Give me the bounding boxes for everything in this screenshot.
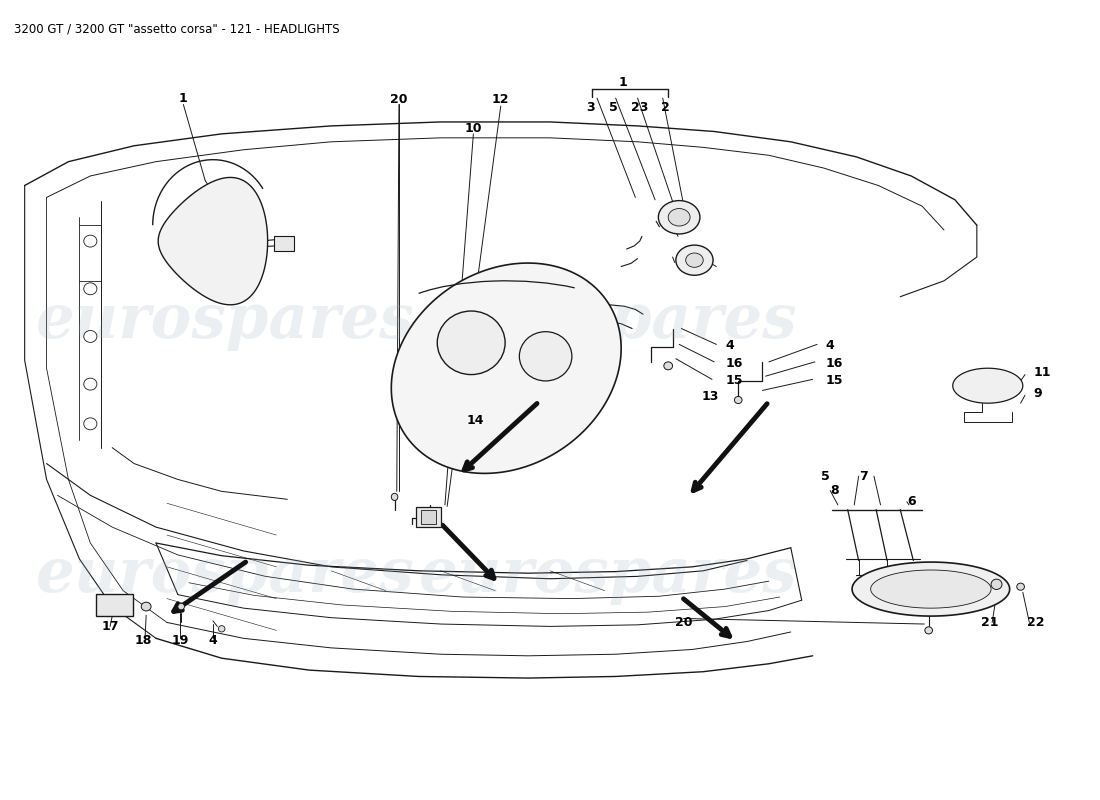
Bar <box>421 510 437 524</box>
Text: 3: 3 <box>586 101 595 114</box>
Text: 20: 20 <box>390 93 408 106</box>
Text: 11: 11 <box>1034 366 1052 379</box>
Text: 21: 21 <box>981 616 999 629</box>
Bar <box>274 236 294 250</box>
Ellipse shape <box>663 362 672 370</box>
Text: 5: 5 <box>609 101 618 114</box>
Ellipse shape <box>658 201 700 234</box>
Text: 14: 14 <box>466 414 484 427</box>
Text: eurospares: eurospares <box>35 290 415 350</box>
Text: 23: 23 <box>631 101 648 114</box>
Text: 1: 1 <box>179 92 188 105</box>
Text: 3200 GT / 3200 GT "assetto corsa" - 121 - HEADLIGHTS: 3200 GT / 3200 GT "assetto corsa" - 121 … <box>13 22 339 36</box>
Ellipse shape <box>438 311 505 374</box>
Text: 10: 10 <box>464 122 482 134</box>
Text: 16: 16 <box>826 357 844 370</box>
Polygon shape <box>852 562 1010 616</box>
Ellipse shape <box>141 602 151 611</box>
Text: 20: 20 <box>674 616 692 629</box>
Ellipse shape <box>685 253 703 267</box>
Ellipse shape <box>84 330 97 342</box>
Text: 7: 7 <box>859 470 868 482</box>
Ellipse shape <box>178 603 185 610</box>
Ellipse shape <box>675 245 713 275</box>
Ellipse shape <box>991 579 1002 590</box>
Text: 4: 4 <box>209 634 218 647</box>
Ellipse shape <box>668 209 690 226</box>
Text: 15: 15 <box>826 374 844 387</box>
Text: 16: 16 <box>725 357 742 370</box>
Text: 4: 4 <box>725 339 734 353</box>
Text: eurospares: eurospares <box>419 290 798 350</box>
Polygon shape <box>392 263 621 474</box>
Polygon shape <box>158 178 267 305</box>
Ellipse shape <box>84 283 97 294</box>
Text: 9: 9 <box>1034 387 1043 400</box>
Text: eurospares: eurospares <box>419 545 798 605</box>
Text: 1: 1 <box>619 76 628 89</box>
Bar <box>417 507 441 527</box>
Ellipse shape <box>925 627 933 634</box>
Text: 8: 8 <box>830 484 839 497</box>
Text: 13: 13 <box>701 390 718 403</box>
Ellipse shape <box>84 235 97 247</box>
Text: 5: 5 <box>822 470 830 482</box>
Ellipse shape <box>735 397 743 403</box>
Ellipse shape <box>519 332 572 381</box>
Text: 18: 18 <box>134 634 152 647</box>
Polygon shape <box>871 570 991 608</box>
Text: 2: 2 <box>660 101 669 114</box>
Text: 6: 6 <box>906 495 915 508</box>
Ellipse shape <box>84 378 97 390</box>
Ellipse shape <box>392 494 398 501</box>
Text: 4: 4 <box>826 339 835 353</box>
Polygon shape <box>953 368 1023 403</box>
Text: eurospares: eurospares <box>35 545 415 605</box>
Ellipse shape <box>84 418 97 430</box>
Text: 12: 12 <box>492 93 509 106</box>
Text: 17: 17 <box>101 620 119 633</box>
Text: 15: 15 <box>725 374 742 387</box>
Text: 22: 22 <box>1027 616 1045 629</box>
Text: 19: 19 <box>172 634 189 647</box>
Ellipse shape <box>219 626 224 632</box>
Ellipse shape <box>1016 583 1024 590</box>
Bar <box>96 594 133 616</box>
